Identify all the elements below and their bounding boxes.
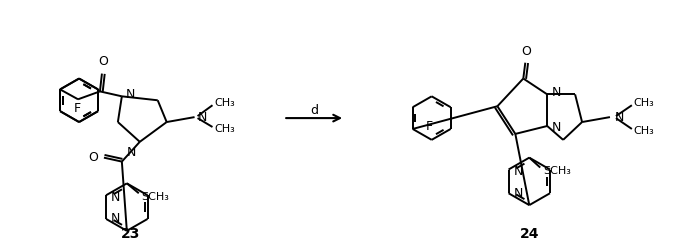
Text: O: O [98,55,108,68]
Text: N: N [552,86,562,99]
Text: O: O [88,151,98,164]
Text: N: N [514,187,523,200]
Text: CH₃: CH₃ [634,98,654,108]
Text: CH₃: CH₃ [215,124,235,134]
Text: SCH₃: SCH₃ [141,192,169,202]
Text: N: N [514,165,523,178]
Text: N: N [197,111,207,123]
Text: F: F [426,120,434,133]
Text: N: N [615,111,625,123]
Text: 24: 24 [519,227,539,241]
Text: CH₃: CH₃ [634,126,654,136]
Text: N: N [126,88,135,101]
Text: d: d [310,104,318,117]
Text: F: F [73,102,81,115]
Text: N: N [111,191,121,204]
Text: N: N [126,146,136,159]
Text: 23: 23 [121,227,141,241]
Text: N: N [111,212,121,226]
Text: N: N [552,121,562,135]
Text: O: O [521,45,531,58]
Text: SCH₃: SCH₃ [543,167,571,176]
Text: CH₃: CH₃ [215,98,235,108]
